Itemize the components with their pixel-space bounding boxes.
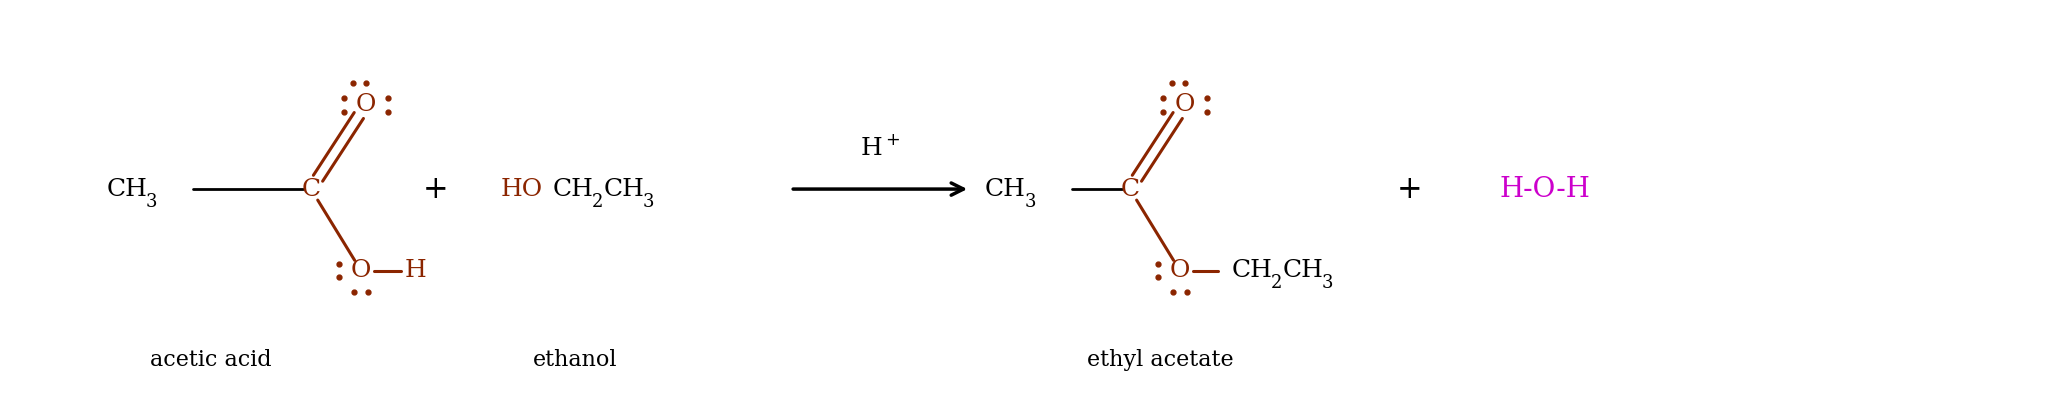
Text: acetic acid: acetic acid [150,349,272,371]
Text: H$^+$: H$^+$ [860,135,901,160]
Text: 3: 3 [145,193,158,211]
Text: +: + [424,174,449,205]
Text: CH: CH [553,178,594,201]
Text: 2: 2 [1272,275,1282,292]
Text: C: C [1120,178,1139,201]
Text: C: C [301,178,322,201]
Text: 3: 3 [643,193,655,211]
Text: CH: CH [985,178,1026,201]
Text: CH: CH [1231,259,1272,282]
Text: H-O-H: H-O-H [1499,176,1589,203]
Text: 2: 2 [592,193,604,211]
Text: O: O [356,93,377,116]
Text: O: O [1169,259,1190,282]
Text: ethyl acetate: ethyl acetate [1087,349,1233,371]
Text: CH: CH [106,178,147,201]
Text: O: O [1176,93,1194,116]
Text: ethanol: ethanol [532,349,618,371]
Text: CH: CH [604,178,645,201]
Text: O: O [350,259,371,282]
Text: HO: HO [500,178,543,201]
Text: H: H [406,259,426,282]
Text: +: + [1397,174,1421,205]
Text: 3: 3 [1323,275,1333,292]
Text: 3: 3 [1024,193,1036,211]
Text: CH: CH [1282,259,1323,282]
